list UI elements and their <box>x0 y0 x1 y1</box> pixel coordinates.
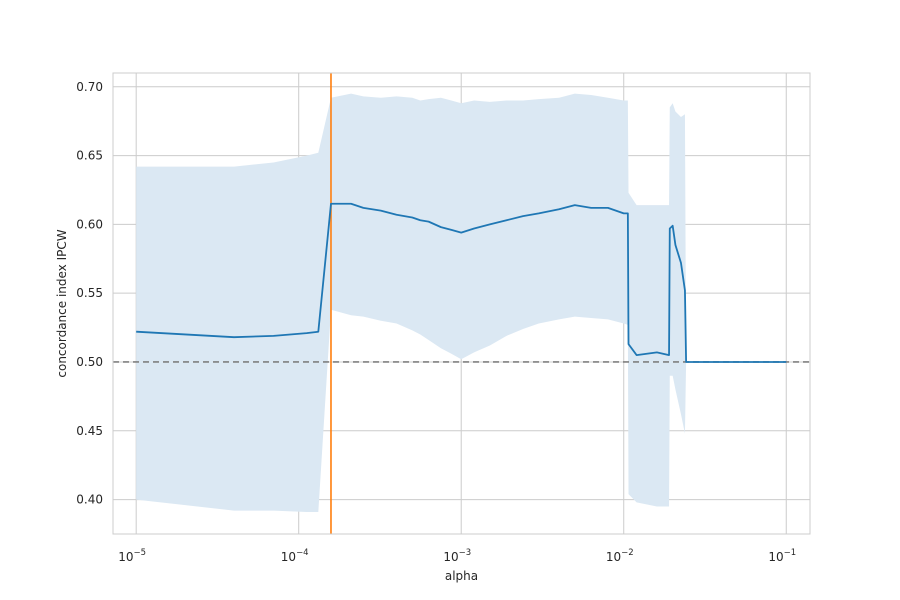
x-tick-label: 10−3 <box>443 548 471 564</box>
y-tick-label: 0.60 <box>76 217 103 231</box>
x-tick-label: 10−4 <box>281 548 309 564</box>
x-axis-label: alpha <box>445 569 478 583</box>
y-tick-label: 0.50 <box>76 355 103 369</box>
y-tick-label: 0.55 <box>76 286 103 300</box>
y-tick-label: 0.45 <box>76 424 103 438</box>
x-tick-labels: 10−5 10−4 10−3 10−2 10−1 <box>118 548 796 564</box>
x-tick-label: 10−2 <box>606 548 634 564</box>
series-line-layer <box>136 202 787 363</box>
y-tick-labels: 0.40 0.45 0.50 0.55 0.60 0.65 0.70 <box>76 80 103 507</box>
y-tick-label: 0.70 <box>76 80 103 94</box>
x-tick-label: 10−5 <box>118 548 146 564</box>
confidence-band-layer <box>136 93 787 512</box>
y-tick-label: 0.65 <box>76 149 103 163</box>
series-line <box>136 202 787 363</box>
confidence-band <box>136 93 787 512</box>
x-tick-label: 10−1 <box>768 548 796 564</box>
y-axis-label: concordance index IPCW <box>55 229 69 377</box>
y-tick-label: 0.40 <box>76 493 103 507</box>
plot-frame <box>112 72 811 535</box>
